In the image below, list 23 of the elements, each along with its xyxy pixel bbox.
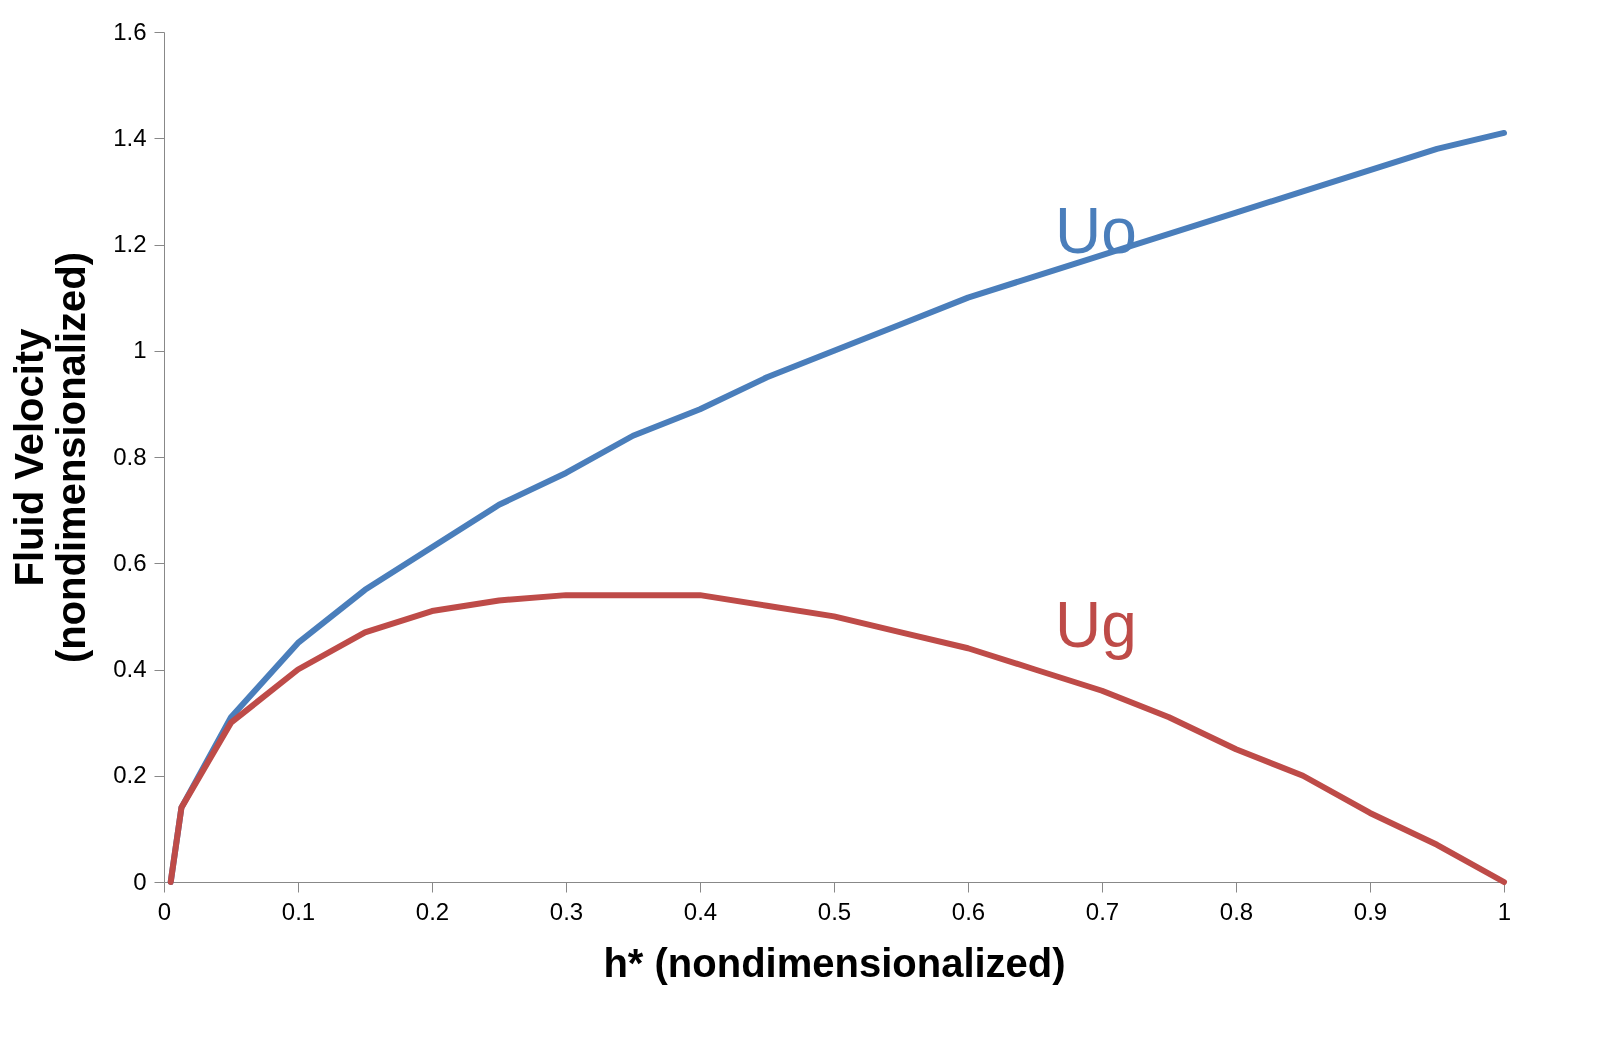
y-tick-label: 1.2 <box>113 230 147 257</box>
y-axis-title: Fluid Velocity (nondimensionalized) <box>7 251 94 664</box>
y-tick-label: 0.6 <box>113 548 147 576</box>
y-tick-label: 1 <box>133 336 147 364</box>
x-tick-label: 0.9 <box>1353 897 1388 925</box>
x-axis-title: h* (nondimensionalized) <box>603 940 1066 985</box>
y-tick-label: 1.6 <box>113 17 147 45</box>
x-tick-label: 0.3 <box>549 897 584 925</box>
x-tick-label: 0 <box>157 897 172 925</box>
x-tick-label: 0.1 <box>281 897 316 925</box>
x-tick-label: 0.2 <box>415 897 450 925</box>
y-tick-label: 1.4 <box>113 123 147 151</box>
y-tick-label: 0 <box>133 867 147 895</box>
x-tick-label: 1 <box>1497 897 1512 925</box>
x-tick-label: 0.8 <box>1219 897 1254 925</box>
y-tick-label: 0.2 <box>113 761 147 789</box>
x-tick-label: 0.7 <box>1085 897 1120 925</box>
series-label: Ug <box>1055 588 1137 661</box>
y-tick-label: 0.4 <box>113 655 147 682</box>
x-tick-label: 0.5 <box>817 897 852 925</box>
y-tick-label: 0.8 <box>113 442 147 470</box>
x-tick-label: 0.4 <box>683 897 718 925</box>
x-tick-label: 0.6 <box>951 897 986 925</box>
